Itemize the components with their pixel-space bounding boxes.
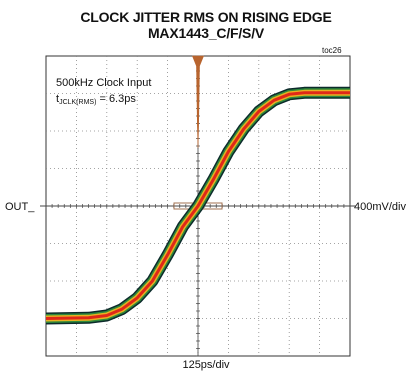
jitter-histogram bbox=[191, 55, 205, 149]
annotation-jitter: tJCLK(RMS) = 6.3ps bbox=[56, 92, 136, 110]
trace-core bbox=[45, 91, 350, 320]
annotation-jitter-value: = 6.3ps bbox=[96, 93, 136, 105]
annotation-jitter-subscript: JCLK(RMS) bbox=[59, 99, 97, 106]
y-axis-label-left: OUT_ bbox=[5, 201, 35, 213]
figure-id: toc26 bbox=[322, 46, 342, 55]
annotation-clock-input: 500kHz Clock Input bbox=[56, 77, 152, 89]
chart-title: CLOCK JITTER RMS ON RISING EDGE bbox=[80, 9, 332, 25]
chart-subtitle: MAX1443_C/F/S/V bbox=[147, 25, 265, 41]
x-axis-label: 125ps/div bbox=[182, 359, 230, 371]
y-axis-label-right: 400mV/div bbox=[354, 201, 406, 213]
annotation-jitter-prefix: t bbox=[56, 93, 60, 105]
